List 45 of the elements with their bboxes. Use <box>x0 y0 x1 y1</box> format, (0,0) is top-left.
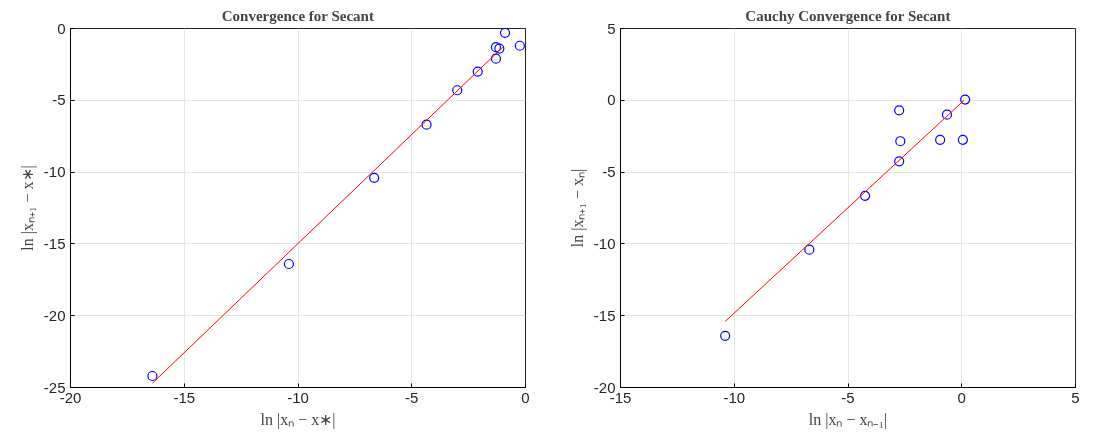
x-tick-label: -10 <box>287 388 309 406</box>
x-tick-label: 0 <box>521 388 530 406</box>
x-tick-label: -5 <box>405 388 419 406</box>
y-tick-label: 5 <box>607 19 616 37</box>
x-tick-label: -10 <box>723 388 746 406</box>
point <box>895 136 906 147</box>
point <box>283 258 294 270</box>
point <box>804 244 815 255</box>
point <box>894 156 905 167</box>
y-tick-label: 0 <box>57 19 66 37</box>
point <box>369 172 380 183</box>
y-axis-title: ln |xₙ₊₁ − x∗| <box>18 165 37 251</box>
y-tick-label: -5 <box>52 91 66 109</box>
point <box>472 66 483 77</box>
y-tick-label: -5 <box>602 163 616 181</box>
y-tick-label: -10 <box>593 234 616 252</box>
point <box>894 105 905 116</box>
y-axis-title: ln |xₙ₊₁ − xₙ| <box>568 168 587 248</box>
point <box>147 370 158 382</box>
point <box>941 109 953 120</box>
chart-title: Cauchy Convergence for Secant <box>745 7 951 24</box>
x-axis-title: ln |xₙ − x∗| <box>260 410 336 429</box>
y-tick-label: 0 <box>607 91 616 109</box>
point <box>720 330 731 341</box>
y-tick-label: -20 <box>43 306 66 324</box>
point <box>490 42 502 53</box>
point <box>452 85 463 96</box>
point <box>960 94 971 105</box>
point <box>499 28 511 38</box>
x-tick-label: 0 <box>957 388 966 406</box>
point <box>514 40 525 51</box>
point <box>490 53 502 64</box>
point <box>957 134 968 145</box>
point <box>494 43 505 54</box>
y-tick-label: -15 <box>43 234 66 252</box>
y-tick-label: -10 <box>43 163 66 181</box>
x-tick-label: -15 <box>173 388 196 406</box>
chart-title: Convergence for Secant <box>221 7 374 24</box>
x-tick-label: 5 <box>1071 388 1080 406</box>
point <box>859 190 871 201</box>
y-tick-label: -15 <box>593 306 616 324</box>
x-axis-title: ln |xₙ − xₙ₋₁| <box>808 410 888 429</box>
point <box>421 119 432 130</box>
x-tick-label: -5 <box>841 388 855 406</box>
point <box>935 134 946 145</box>
